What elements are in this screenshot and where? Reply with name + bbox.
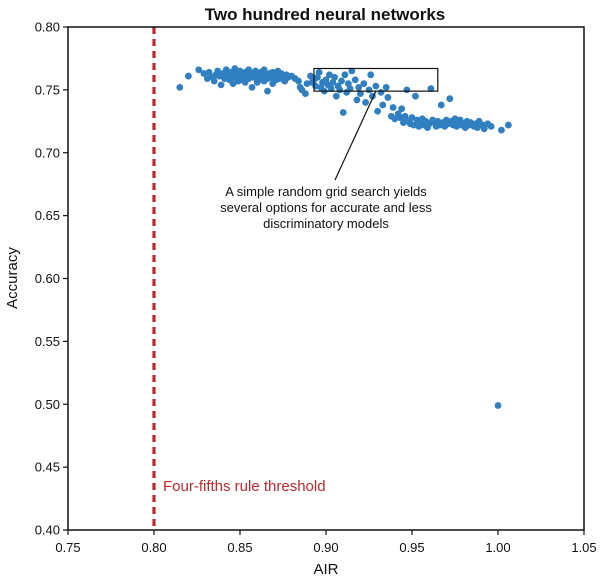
data-point [412,92,419,100]
data-point [391,115,399,123]
data-point [498,126,505,134]
points-layer [176,65,512,409]
x-tick-label: 0.90 [313,540,338,555]
data-point [315,68,323,76]
x-tick-label: 0.80 [141,540,166,555]
data-point [355,83,363,91]
data-point [400,119,407,126]
data-point [410,121,418,129]
plot-frame [67,26,585,531]
data-point [176,83,184,91]
data-point [205,68,213,76]
data-point [377,88,385,96]
data-point [357,90,364,98]
data-point [295,77,302,85]
x-tick-label: 0.85 [227,540,252,555]
x-axis-label: AIR [313,561,338,578]
data-point [374,107,381,115]
data-point [303,80,311,87]
data-point [331,73,338,81]
data-point [382,83,390,91]
data-point [403,86,411,94]
data-point [408,114,416,121]
data-point [362,99,369,106]
annotation-layer: A simple random grid search yieldssevera… [220,67,439,231]
y-tick-label: 0.65 [35,208,60,223]
data-point [389,104,397,111]
x-tick-label: 1.05 [571,540,596,555]
annotation-pointer [334,90,377,181]
data-point [427,85,435,93]
annotation-text-line: several options for accurate and less [220,200,432,215]
data-point [367,71,375,79]
y-axis: 0.40 0.45 0.50 0.55 0.60 0.65 0.70 0.75 0.80 [35,20,68,538]
data-point [353,96,361,104]
data-point [326,71,333,79]
x-tick-label: 1.00 [485,540,510,555]
data-point [351,76,359,84]
x-tick-label: 0.75 [55,540,80,555]
y-tick-label: 0.55 [35,334,60,349]
data-point [260,66,268,74]
data-point [384,94,392,101]
threshold-label: Four-fifths rule threshold [163,478,326,495]
threshold-layer: Four-fifths rule threshold [152,27,326,530]
data-point [487,122,495,130]
data-point [365,86,373,94]
data-point [494,402,502,409]
data-point [473,124,481,131]
data-point [195,66,203,74]
data-point [301,90,309,98]
data-point [264,87,271,95]
data-point [327,85,335,93]
data-point [360,80,368,87]
data-point [332,92,340,100]
data-point [200,70,208,77]
y-tick-label: 0.45 [35,460,60,475]
data-point [446,95,454,103]
data-point [203,75,211,82]
y-tick-label: 0.50 [35,397,60,412]
data-point [185,72,192,80]
data-point [437,101,445,109]
data-point [339,109,347,116]
data-point [229,80,237,87]
data-point [346,85,354,93]
data-point [504,121,512,129]
data-point [217,81,225,89]
data-point [210,77,218,85]
x-axis: 0.75 0.80 0.85 0.90 0.95 1.00 1.05 [55,530,597,555]
data-point [396,114,404,121]
y-tick-label: 0.40 [35,523,60,538]
x-tick-label: 0.95 [399,540,424,555]
annotation-text-line: discriminatory models [263,216,389,231]
data-point [398,105,406,113]
data-point [379,101,387,109]
chart-title: Two hundred neural networks [205,5,446,24]
y-tick-label: 0.75 [35,82,60,97]
data-point [336,86,344,94]
data-point [401,112,409,120]
data-point [480,125,488,133]
y-axis-label: Accuracy [4,247,21,309]
data-point [348,67,356,75]
data-point [338,77,345,85]
annotation-text-line: A simple random grid search yields [225,184,427,199]
y-tick-label: 0.70 [35,145,60,160]
y-tick-label: 0.60 [35,271,60,286]
data-point [248,83,256,91]
y-tick-label: 0.80 [35,20,60,35]
data-point [372,82,380,90]
data-point [341,71,349,79]
